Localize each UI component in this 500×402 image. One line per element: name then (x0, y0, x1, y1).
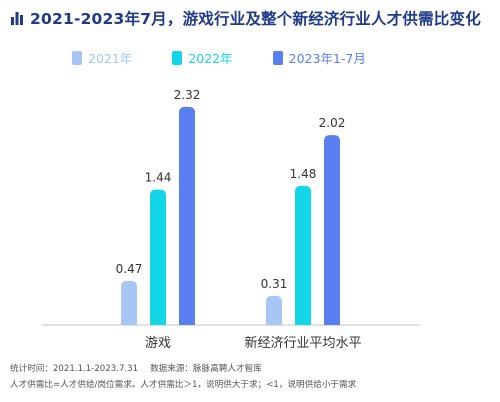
bar-new-economy-avg-2023-1-7 (324, 135, 340, 325)
bar-new-economy-avg-2021 (266, 295, 282, 325)
legend-item-2023: 2023年1-7月 (272, 48, 366, 67)
bar-games-2023-1-7 (179, 106, 195, 325)
category-label-0: 游戏 (145, 336, 171, 351)
data-label-games-1: 1.44 (145, 171, 172, 185)
data-label-new-economy-avg-1: 1.48 (290, 167, 317, 181)
bar-new-economy-avg-2022 (295, 185, 311, 325)
chart-title: 2021-2023年7月，游戏行业及整个新经济行业人才供需比变化 (30, 10, 481, 28)
legend-label-2021: 2021年 (88, 51, 133, 66)
data-label-new-economy-avg-0: 0.31 (261, 277, 288, 291)
footnote-line-1: 统计时间：2021.1.1-2023.7.31 数据来源：脉脉高聘人才智库 (10, 362, 262, 374)
bar-games-2021 (121, 280, 137, 325)
data-label-games-2: 2.32 (174, 88, 201, 102)
data-label-games-0: 0.47 (116, 262, 143, 276)
bar-games-2022 (150, 189, 166, 325)
legend-swatch-2021 (72, 50, 82, 65)
category-label-1: 新经济行业平均水平 (244, 335, 361, 351)
legend-label-2022: 2022年 (188, 51, 233, 66)
legend-swatch-2023 (272, 50, 283, 65)
chart-legend: 2021年 2022年 2023年1-7月 (72, 48, 406, 67)
legend-item-2022: 2022年 (172, 48, 233, 67)
legend-swatch-2022 (172, 50, 183, 65)
footnote-stat-period: 统计时间：2021.1.1-2023.7.31 (10, 364, 139, 374)
legend-label-2023: 2023年1-7月 (288, 51, 366, 66)
footnote-line-2: 人才供需比=人才供给/岗位需求。人才供需比＞1，说明供大于求；<1，说明供给小于… (10, 380, 357, 390)
footnote-data-source: 数据来源：脉脉高聘人才智库 (150, 364, 262, 374)
chart-title-row: 2021-2023年7月，游戏行业及整个新经济行业人才供需比变化 (10, 6, 481, 30)
bar-chart-icon (11, 12, 23, 25)
data-label-new-economy-avg-2: 2.02 (319, 116, 346, 130)
legend-item-2021: 2021年 (72, 48, 132, 67)
